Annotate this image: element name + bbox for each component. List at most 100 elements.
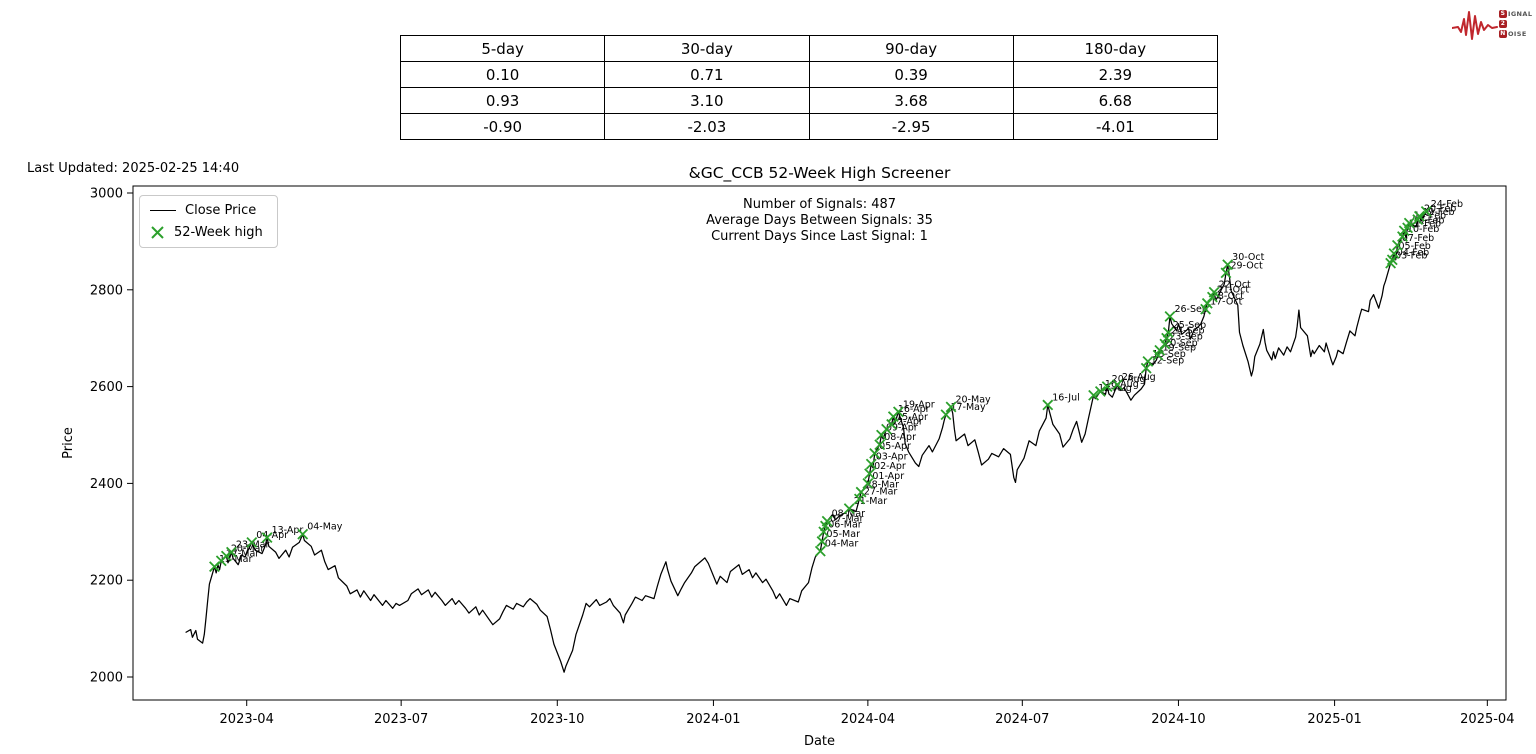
signal-date-annotation: 21-Oct — [1217, 285, 1249, 296]
signal-date-annotation: 04-Apr — [256, 530, 288, 541]
returns-table-cell: -2.95 — [808, 113, 1014, 140]
close-price-line-swatch — [150, 210, 176, 211]
returns-table-row: -0.90 -2.03 -2.95 -4.01 — [399, 113, 1219, 140]
signal-x-marker — [945, 401, 957, 413]
signal-date-annotation: 20-Feb — [1424, 204, 1456, 215]
signal-date-annotation: 12-Sep — [1151, 356, 1184, 367]
signal-date-annotation: 17-Mar — [226, 548, 260, 559]
signal-date-annotation: 19-Sep — [1163, 343, 1196, 354]
signal-x-marker — [1222, 259, 1234, 271]
signal-x-marker — [261, 532, 273, 544]
signal-date-annotation: 28-Mar — [866, 480, 900, 491]
signal-x-marker — [814, 545, 826, 557]
signal-date-annotation: 09-Apr — [886, 423, 918, 434]
signal-date-annotation: 25-Sep — [1173, 320, 1206, 331]
signal-date-annotation: 16-Jul — [1052, 392, 1080, 403]
signal-x-marker — [892, 406, 904, 418]
signal-date-annotation: 05-Mar — [827, 529, 861, 540]
signal-date-annotation: 08-Apr — [884, 432, 916, 443]
x-axis-label: Date — [804, 734, 835, 749]
signal-x-marker — [816, 536, 828, 547]
signal-x-marker — [1042, 399, 1054, 411]
y-axis-label: Price — [61, 427, 76, 459]
signal-date-annotation: 04-Mar — [825, 539, 859, 550]
returns-table-header-cell: 180-day — [1012, 35, 1219, 62]
returns-table-header-cell: 30-day — [604, 35, 810, 62]
signal-x-marker — [297, 528, 309, 540]
signal-x-marker — [1142, 355, 1154, 367]
signal-date-annotation: 23-Mar — [236, 540, 270, 551]
signal-x-marker — [246, 537, 258, 548]
signal-date-annotation: 12-Apr — [891, 417, 923, 428]
legend-close-price: Close Price — [150, 203, 263, 218]
returns-table-cell: 0.10 — [399, 61, 606, 88]
signal-date-annotation: 15-Apr — [896, 412, 928, 423]
logo-line-2: 2 — [1499, 20, 1532, 28]
signal-date-annotation: 04-Feb — [1397, 247, 1429, 258]
last-updated-text: Last Updated: 2025-02-25 14:40 — [27, 161, 240, 176]
signal-x-marker — [874, 439, 886, 451]
signal-date-annotation: 16-Aug — [1105, 379, 1139, 390]
signal-date-annotation: 17-Oct — [1210, 297, 1242, 308]
signal-x-marker — [1385, 257, 1397, 269]
returns-table: 5-day 30-day 90-day 180-day 0.10 0.71 0.39 2.3… — [399, 35, 1219, 140]
y-tick-label: 2400 — [90, 477, 123, 492]
signal-date-annotation: 29-Oct — [1230, 260, 1262, 271]
signal-date-annotation: 20-Mar — [231, 544, 265, 555]
signal-x-marker — [821, 515, 833, 527]
logo-rest-oise: OISE — [1508, 30, 1527, 38]
close-price-line — [185, 210, 1429, 673]
y-tick-label: 2600 — [90, 380, 123, 395]
signal-x-marker — [843, 503, 855, 515]
logo-text: S IGNAL 2 N OISE — [1499, 10, 1532, 38]
signal-x-marker — [864, 468, 876, 480]
signal-x-marker — [1101, 381, 1113, 393]
signal-date-annotation: 17-May — [950, 402, 986, 413]
plot-box — [132, 185, 1507, 701]
signal-x-marker — [1420, 205, 1432, 217]
signal-date-annotation: 22-Oct — [1219, 280, 1251, 291]
x-tick-label: 2024-04 — [841, 712, 895, 727]
signal-date-annotation: 19-Feb — [1422, 207, 1454, 218]
returns-table-header-row: 5-day 30-day 90-day 180-day — [399, 35, 1219, 62]
signal-date-annotation: 13-Mar — [219, 554, 253, 565]
returns-table-cell: -2.03 — [604, 113, 810, 140]
returns-table-row: 0.93 3.10 3.68 6.68 — [399, 87, 1219, 114]
signal-x-marker — [1164, 310, 1176, 322]
signal-date-annotation: 07-Feb — [1402, 233, 1434, 244]
returns-table-cell: 0.71 — [604, 61, 810, 88]
signal-date-annotation: 16-Apr — [898, 404, 930, 415]
logo-badge-n: N — [1499, 30, 1507, 38]
y-tick-label: 2000 — [90, 671, 123, 686]
stat-number-of-signals: Number of Signals: 487 — [742, 197, 897, 212]
returns-table-cell: 6.68 — [1012, 87, 1219, 114]
x-tick-label: 2024-07 — [995, 712, 1049, 727]
signal-x-marker — [1220, 267, 1232, 279]
returns-table-cell: -4.01 — [1012, 113, 1219, 140]
signal-date-annotation: 04-May — [307, 522, 343, 533]
waveform-icon — [1452, 11, 1498, 40]
returns-table-row: 0.10 0.71 0.39 2.39 — [399, 61, 1219, 88]
x-tick-label: 2025-01 — [1307, 712, 1361, 727]
signal-date-annotation: 08-Mar — [832, 509, 866, 520]
signal-date-annotation: 03-Feb — [1395, 251, 1427, 262]
signal-x-marker — [1208, 286, 1220, 298]
x-tick-label: 2025-04 — [1460, 712, 1514, 727]
legend-52-week-high: 52-Week high — [150, 225, 263, 240]
signal-x-marker — [862, 477, 874, 489]
signal-x-marker — [869, 447, 881, 459]
price-chart: 2000 2200 2400 2600 2800 3000 2023-04 2023-07 20… — [61, 185, 1514, 749]
x-tick-label: 2023-07 — [374, 712, 428, 727]
x-tick-label: 2023-10 — [530, 712, 584, 727]
signal-x-marker — [865, 458, 877, 470]
stat-days-since-last: Current Days Since Last Signal: 1 — [711, 229, 928, 244]
legend-close-price-label: Close Price — [185, 203, 257, 218]
signal-x-marker — [1094, 386, 1106, 397]
returns-table-cell: 3.10 — [604, 87, 810, 114]
signal-x-marker — [1414, 210, 1425, 222]
signal-date-annotation: 13-Feb — [1412, 215, 1444, 226]
y-tick-label: 3000 — [90, 187, 123, 202]
signal-date-annotation: 20-May — [956, 394, 992, 405]
signal-x-marker — [1088, 389, 1100, 401]
